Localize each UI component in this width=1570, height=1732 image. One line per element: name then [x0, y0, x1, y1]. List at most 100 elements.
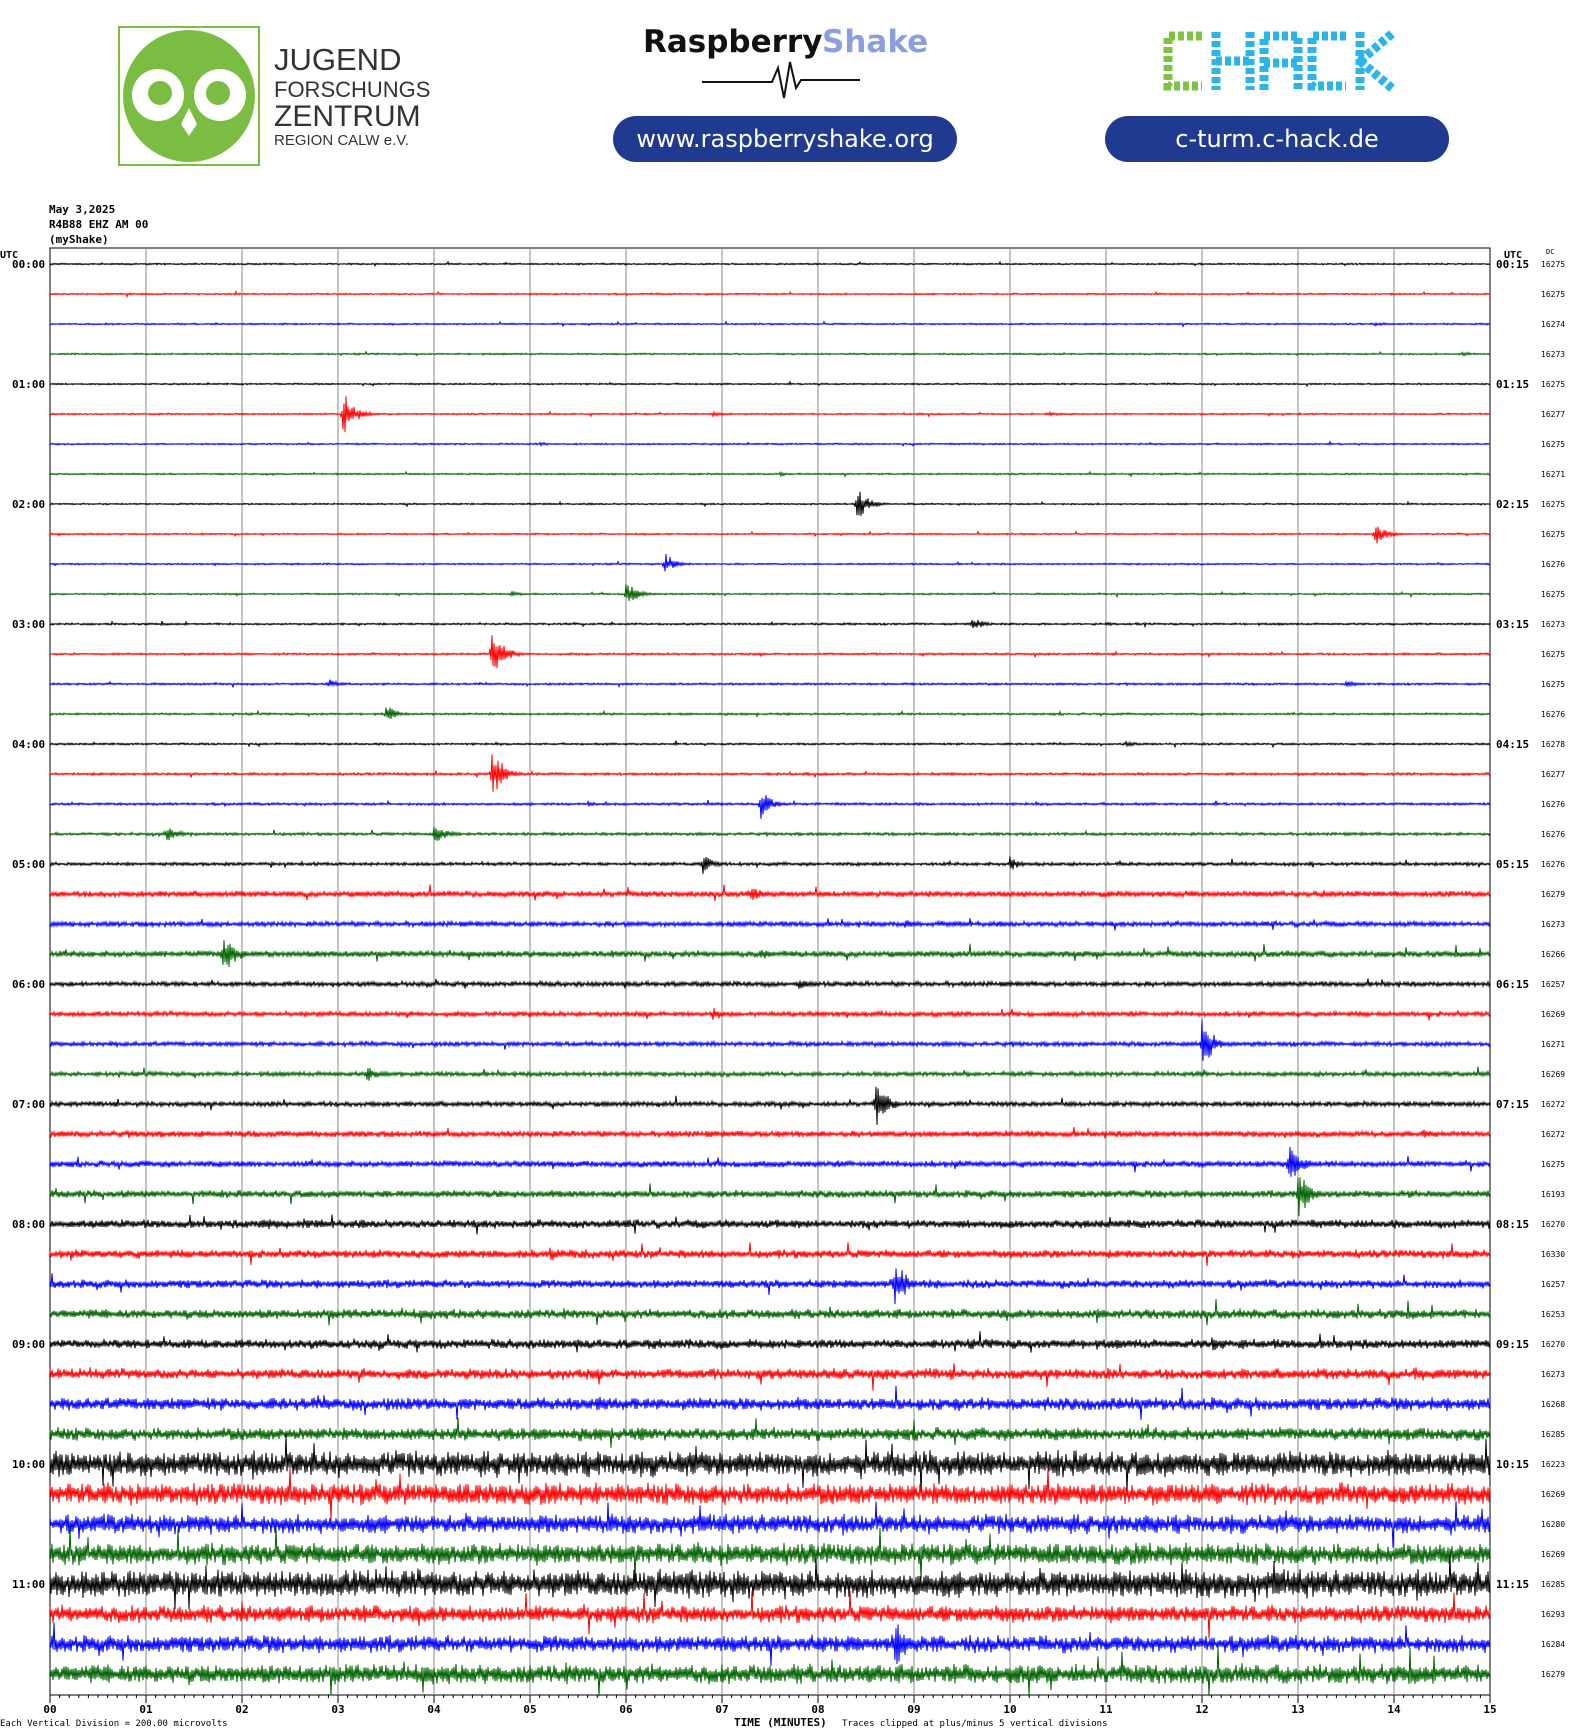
- dc-offset-label: 16330: [1541, 1250, 1565, 1259]
- dc-offset-label: 16275: [1541, 440, 1565, 449]
- shake-word: Shake: [822, 24, 928, 60]
- trace-row-28: [49, 1086, 1491, 1125]
- scale-text: Each Vertical Division = 200.00 microvol…: [0, 1719, 228, 1729]
- trace-row-32: [49, 1214, 1491, 1235]
- trace-row-38: [49, 1385, 1491, 1420]
- plot-grid: [49, 247, 1491, 1703]
- x-tick-label: 10: [1003, 1703, 1016, 1716]
- dc-offset-label: 16273: [1541, 920, 1565, 929]
- dc-offset-label: 16276: [1541, 710, 1565, 719]
- header-banner: JUGEND FORSCHUNGS ZENTRUM REGION CALW e.…: [0, 0, 1570, 190]
- right-time-label: 01:15: [1496, 378, 1529, 391]
- trace-row-13: [49, 635, 1491, 668]
- trace-row-20: [49, 856, 1491, 874]
- chack-k-icon: [1355, 28, 1397, 94]
- left-axis-title: UTC: [0, 250, 18, 261]
- trace-row-39: [49, 1417, 1491, 1448]
- dc-offset-label: 16278: [1541, 740, 1565, 749]
- x-axis-title: TIME (MINUTES): [734, 1716, 827, 1729]
- dc-offset-label: 16274: [1541, 320, 1565, 329]
- dc-offset-label: 16275: [1541, 380, 1565, 389]
- dc-offset-label: 16277: [1541, 770, 1565, 779]
- dc-offset-label: 16272: [1541, 1100, 1565, 1109]
- trace-row-43: [49, 1526, 1491, 1582]
- right-time-label: 08:15: [1496, 1218, 1529, 1231]
- x-tick-label: 06: [619, 1703, 633, 1716]
- dc-offset-label: 16279: [1541, 1670, 1565, 1679]
- right-axis-title: UTC: [1504, 250, 1522, 261]
- x-tick-label: 02: [235, 1703, 248, 1716]
- trace-row-45: [49, 1590, 1491, 1639]
- trace-row-46: [49, 1622, 1491, 1666]
- x-tick-label: 11: [1099, 1703, 1113, 1716]
- dc-offset-label: 16270: [1541, 1220, 1565, 1229]
- left-time-label: 10:00: [12, 1458, 45, 1471]
- x-tick-label: 04: [427, 1703, 441, 1716]
- right-time-label: 02:15: [1496, 498, 1529, 511]
- trace-row-21: [49, 884, 1491, 902]
- trace-row-11: [49, 583, 1491, 601]
- trace-row-4: [49, 380, 1491, 388]
- clip-note: Traces clipped at plus/minus 5 vertical …: [842, 1719, 1108, 1729]
- jfz-line4: REGION CALW e.V.: [274, 132, 409, 149]
- x-tick-label: 09: [907, 1703, 920, 1716]
- dc-offset-label: 16272: [1541, 1130, 1565, 1139]
- left-time-label: 02:00: [12, 498, 45, 511]
- right-time-label: 03:15: [1496, 618, 1529, 631]
- dc-offset-label: 16269: [1541, 1070, 1565, 1079]
- dc-offset-label: 16271: [1541, 1040, 1565, 1049]
- trace-row-8: [49, 491, 1491, 516]
- dc-offset-label: 16276: [1541, 800, 1565, 809]
- left-time-label: 05:00: [12, 858, 45, 871]
- trace-row-16: [49, 739, 1491, 749]
- jfz-line2: FORSCHUNGS: [274, 77, 430, 102]
- dc-column-title: DC: [1546, 248, 1554, 256]
- trace-row-37: [49, 1363, 1491, 1391]
- left-time-label: 00:00: [12, 258, 45, 271]
- owl-right-pupil-icon: [206, 81, 230, 105]
- chack-url-pill[interactable]: c-turm.c-hack.de: [1105, 116, 1449, 162]
- x-tick-label: 08: [811, 1703, 824, 1716]
- dc-offset-label: 16257: [1541, 1280, 1565, 1289]
- jfz-logo: [118, 26, 260, 166]
- left-time-label: 07:00: [12, 1098, 45, 1111]
- chack-h-icon: [1211, 32, 1255, 90]
- dc-offset-label: 16280: [1541, 1520, 1565, 1529]
- trace-row-0: [49, 260, 1491, 267]
- dc-offset-label: 16273: [1541, 620, 1565, 629]
- dc-offset-label: 16279: [1541, 890, 1565, 899]
- dc-offset-label: 16276: [1541, 560, 1565, 569]
- owl-left-pupil-icon: [148, 81, 172, 105]
- seismo-wave-icon: [702, 61, 860, 99]
- dc-offset-label: 16223: [1541, 1460, 1565, 1469]
- left-time-label: 04:00: [12, 738, 45, 751]
- trace-row-1: [49, 290, 1491, 299]
- owl-beak-icon: [181, 108, 197, 136]
- x-tick-label: 07: [715, 1703, 728, 1716]
- trace-row-29: [49, 1127, 1491, 1139]
- trace-row-44: [49, 1554, 1491, 1610]
- raspberryshake-url-pill[interactable]: www.raspberryshake.org: [613, 116, 957, 162]
- trace-row-41: [49, 1467, 1491, 1522]
- right-time-label: 04:15: [1496, 738, 1529, 751]
- chack-c1-icon: [1163, 31, 1202, 91]
- left-time-label: 06:00: [12, 978, 45, 991]
- left-time-label: 03:00: [12, 618, 45, 631]
- trace-row-10: [49, 554, 1491, 572]
- trace-row-7: [49, 470, 1491, 478]
- trace-row-12: [49, 619, 1491, 629]
- owl-head-icon: [123, 30, 255, 162]
- trace-row-5: [49, 396, 1491, 433]
- x-tick-label: 15: [1483, 1703, 1496, 1716]
- trace-row-35: [49, 1299, 1491, 1326]
- right-time-label: 06:15: [1496, 978, 1529, 991]
- chack-c2-icon: [1307, 31, 1346, 91]
- right-time-label: 05:15: [1496, 858, 1529, 871]
- scale-note: Each Vertical Division = 200.00 microvol…: [0, 1719, 228, 1729]
- dc-offset-label: 16277: [1541, 410, 1565, 419]
- station-info: May 3,2025 R4B88 EHZ AM 00 (myShake): [49, 202, 148, 247]
- x-tick-label: 01: [139, 1703, 153, 1716]
- trace-row-34: [49, 1268, 1491, 1305]
- trace-row-33: [49, 1242, 1491, 1267]
